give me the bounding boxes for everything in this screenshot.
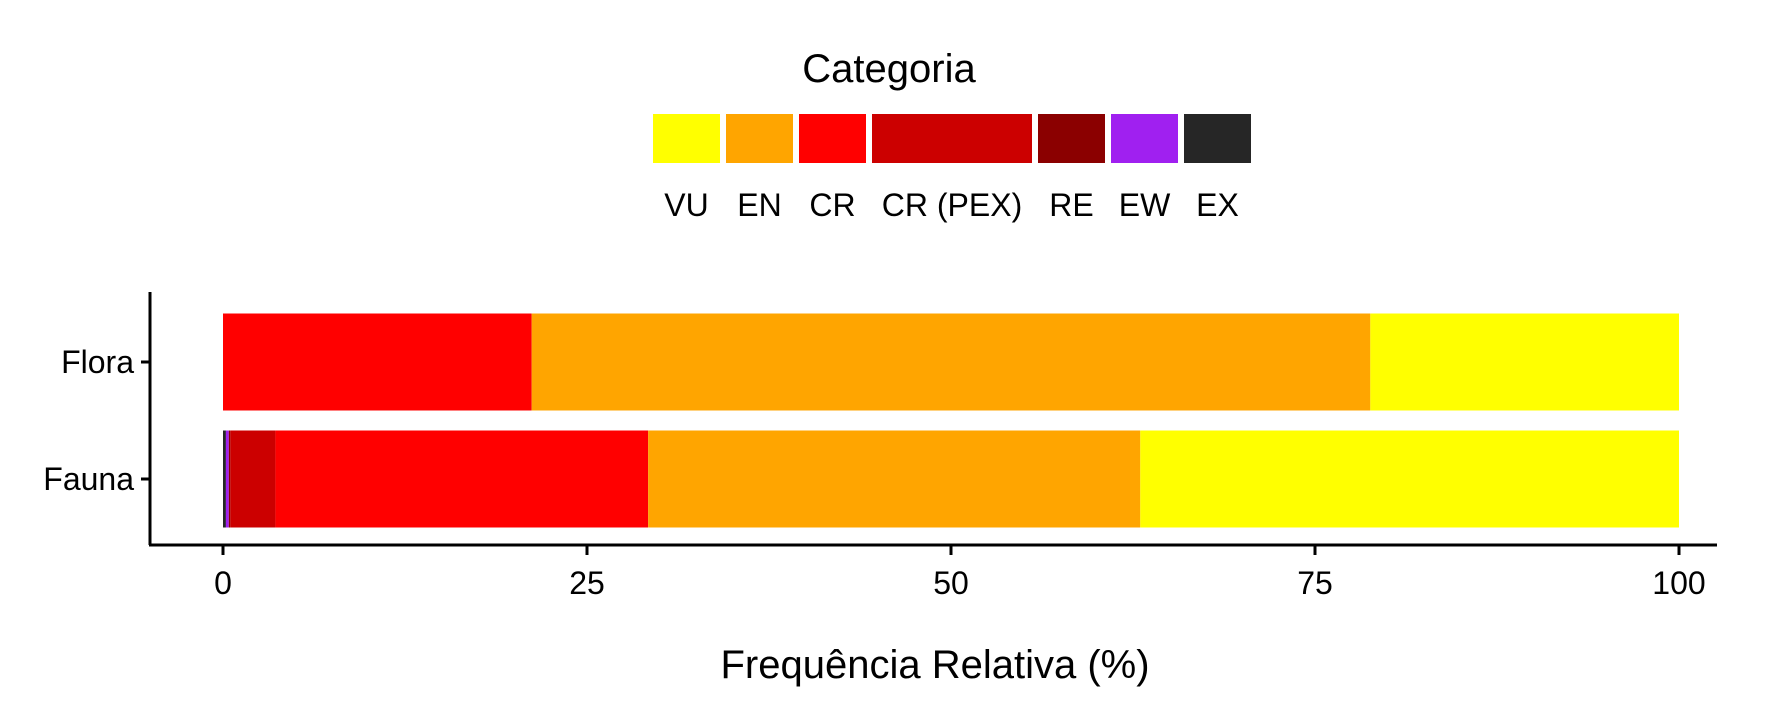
legend-label-ex: EX [1196, 187, 1239, 223]
x-tick-label-100: 100 [1652, 565, 1705, 601]
y-tick-label-fauna: Fauna [43, 461, 134, 497]
bar-fauna-en [648, 430, 1141, 528]
bar-fauna-cr [275, 430, 649, 528]
legend-label-re: RE [1049, 187, 1093, 223]
legend-key-ew [1111, 114, 1178, 163]
legend-key-vu [653, 114, 720, 163]
legend-key-cr [799, 114, 866, 163]
legend-key-cr-pex [872, 114, 1032, 163]
plot-area: Fauna Flora 0 25 50 75 100 [43, 292, 1717, 601]
x-ticks: 0 25 50 75 100 [214, 545, 1706, 601]
bar-flora-vu [1370, 313, 1679, 411]
legend-key-re [1038, 114, 1105, 163]
x-tick-label-0: 0 [214, 565, 232, 601]
bar-flora-en [531, 313, 1371, 411]
bar-fauna-ex [223, 430, 226, 528]
bar-fauna-cr-pex [230, 430, 276, 528]
x-tick-label-75: 75 [1297, 565, 1333, 601]
legend-title: Categoria [802, 47, 976, 91]
x-tick-label-50: 50 [933, 565, 969, 601]
legend-label-en: EN [737, 187, 781, 223]
legend-keys: VU EN CR CR (PEX) RE EW EX [653, 114, 1251, 223]
legend-label-cr-pex: CR (PEX) [882, 187, 1022, 223]
legend-key-ex [1184, 114, 1251, 163]
x-tick-label-25: 25 [569, 565, 605, 601]
bars [223, 313, 1679, 528]
bar-fauna-ew [225, 430, 229, 528]
x-axis-title: Frequência Relativa (%) [720, 643, 1149, 687]
y-tick-label-flora: Flora [61, 344, 134, 380]
bar-flora-cr [223, 313, 532, 411]
legend-label-cr: CR [809, 187, 855, 223]
legend-label-vu: VU [664, 187, 708, 223]
legend: Categoria VU EN CR CR (PEX) RE EW EX [653, 47, 1251, 223]
y-ticks: Fauna Flora [43, 344, 150, 497]
bar-fauna-re [228, 430, 231, 528]
legend-key-en [726, 114, 793, 163]
legend-label-ew: EW [1119, 187, 1171, 223]
bar-fauna-vu [1140, 430, 1679, 528]
